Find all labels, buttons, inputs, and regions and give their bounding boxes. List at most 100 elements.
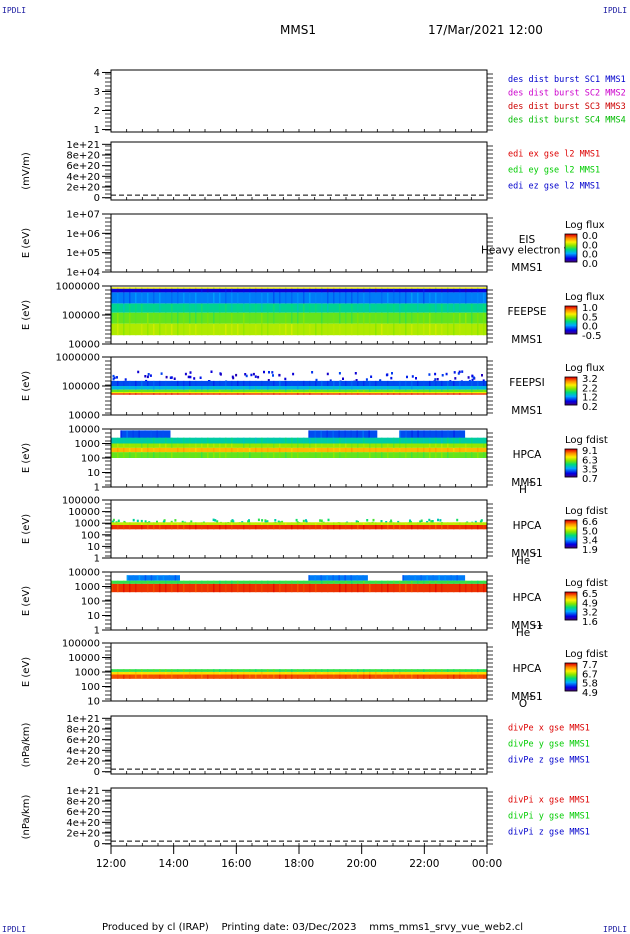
band-hpca_he-1-0-tex-90 — [381, 522, 383, 525]
band-hpca_o-2-0-tex-20 — [171, 674, 173, 679]
band-feepsi-3-0-tex-74 — [333, 389, 335, 392]
band-hpca_hepp-1-0-tex-56 — [279, 580, 281, 584]
band-feepse-1-0-tex-124 — [483, 288, 485, 293]
band-hpca_h-2-0-tex-66 — [309, 443, 311, 448]
band-feepsi-4-0-tex-30 — [201, 392, 203, 394]
band-hpca_hepp-1-0-tex-104 — [423, 580, 425, 584]
band-feepsi-1-0-tex-50 — [261, 380, 263, 386]
band-feepsi-4-0-tex-0 — [111, 392, 113, 394]
band-feepse-5-0-tex-36 — [219, 323, 221, 336]
ytick-label-hpca_h-2: 100 — [81, 454, 100, 465]
band-hpca_o-0-0-tex-80 — [351, 669, 353, 672]
band-hpca_hepp-2-0 — [111, 583, 487, 593]
band-feepse-0-0-tex-20 — [171, 287, 173, 289]
band-hpca_h-3-0 — [111, 447, 487, 453]
band-hpca_o-2-0-tex-66 — [309, 674, 311, 679]
band-hpca_hepp-2-0-tex-4 — [123, 583, 125, 593]
band-feepse-1-0-tex-76 — [339, 288, 341, 293]
band-hpca_he-2-0-tex-46 — [249, 525, 251, 530]
band-hpca_hepp-1-0-tex-124 — [483, 580, 485, 584]
band-feepse-2-0-tex-84 — [363, 292, 365, 304]
band-feepse-2-0-tex-108 — [435, 292, 437, 304]
band-feepse-2-0-tex-40 — [231, 292, 233, 304]
band-feepsi-5-0-tex-58 — [285, 393, 287, 395]
band-hpca_he-2-0-tex-78 — [345, 525, 347, 530]
colorbar-swatch-hpca_o-17 — [565, 680, 577, 682]
ytick-label-divpi-0: 1e+21 — [66, 786, 100, 797]
colorbar-title-feepse: Log flux — [565, 292, 605, 303]
band-feepsi-5-0-tex-20 — [171, 393, 173, 395]
band-feepsi-0-dot-76 — [244, 373, 247, 376]
band-feepsi-3-0-tex-16 — [159, 389, 161, 392]
colorbar-swatch-hpca_he-3 — [565, 523, 577, 525]
band-hpca_h-2-0-tex-52 — [267, 443, 269, 448]
band-feepse-4-0-tex-26 — [189, 312, 191, 324]
colorbar-swatch-hpca_hepp-12 — [565, 604, 577, 606]
band-feepse-5-0-tex-90 — [381, 323, 383, 336]
band-feepsi-1-0-tex-120 — [471, 380, 473, 386]
ytick-label-hpca_he-2: 1000 — [75, 519, 100, 530]
band-feepse-0-0-tex-76 — [339, 287, 341, 289]
band-feepse-1-0-tex-4 — [123, 288, 125, 293]
colorbar-swatch-feepse-8 — [565, 314, 577, 316]
band-feepsi-3-0-tex-50 — [261, 389, 263, 392]
colorbar-swatch-eis-22 — [565, 256, 577, 258]
band-hpca_h-1-0-tex-74 — [333, 437, 335, 444]
band-feepse-0-0-tex-14 — [153, 287, 155, 289]
band-hpca_o-2-0-tex-94 — [393, 674, 395, 679]
band-feepse-4-0-tex-0 — [111, 312, 113, 324]
band-hpca_he-0-dot-6 — [305, 520, 308, 524]
colorbar-swatch-hpca_hepp-7 — [565, 599, 577, 601]
band-hpca_h-2-0-tex-30 — [201, 443, 203, 448]
band-hpca_h-1-0-tex-112 — [447, 437, 449, 444]
band-feepsi-3-0-tex-20 — [171, 389, 173, 392]
band-feepsi-4-0-tex-114 — [453, 392, 455, 394]
colorbar-tick-eis-1: 0.0 — [582, 240, 598, 251]
band-feepsi-5-0-tex-78 — [345, 393, 347, 395]
ytick-label-hpca_h-1: 1000 — [75, 439, 100, 450]
band-hpca_h-3-0-tex-22 — [177, 447, 179, 453]
footer-text: Produced by cl (IRAP) Printing date: 03/… — [102, 922, 523, 933]
ylabel-hpca_he: E (eV) — [21, 514, 32, 544]
band-hpca_hepp-1-0-tex-48 — [255, 580, 257, 584]
band-feepsi-4-0-tex-84 — [363, 392, 365, 394]
band-hpca_o-1-0-tex-0 — [111, 672, 113, 675]
band-hpca_h-2-0-tex-68 — [315, 443, 317, 448]
band-hpca_o-2-0-tex-108 — [435, 674, 437, 679]
band-hpca_hepp-1-0-tex-68 — [315, 580, 317, 584]
instrument-name-hpca_he: HPCA — [513, 520, 543, 532]
colorbar-swatch-hpca_he-1 — [565, 521, 577, 523]
band-hpca_he-2-0-tex-34 — [213, 525, 215, 530]
band-feepsi-3-0-tex-38 — [225, 389, 227, 392]
band-feepse-5-0-tex-116 — [459, 323, 461, 336]
band-feepse-5-0-tex-70 — [321, 323, 323, 336]
band-feepse-2-0-tex-42 — [237, 292, 239, 304]
band-hpca_o-1-0-tex-96 — [399, 672, 401, 675]
band-hpca_o-1-0 — [111, 672, 487, 675]
band-feepse-2-0-tex-10 — [141, 292, 143, 304]
band-hpca_hepp-0-0 — [126, 575, 180, 581]
band-hpca_he-2-0-tex-94 — [393, 525, 395, 530]
band-hpca_he-1-0-tex-84 — [363, 522, 365, 525]
band-hpca_o-0-0-tex-62 — [297, 669, 299, 672]
band-feepsi-0-dot-23 — [210, 370, 213, 373]
band-feepse-1-0-tex-32 — [207, 288, 209, 293]
band-hpca_h-4-0-tex-68 — [315, 452, 317, 458]
band-feepse-1-0-tex-120 — [471, 288, 473, 293]
band-hpca_o-2-0-tex-56 — [279, 674, 281, 679]
band-hpca_hepp-1-0-tex-44 — [243, 580, 245, 584]
band-hpca_h-3-0-tex-92 — [387, 447, 389, 453]
band-hpca_he-2-0-tex-72 — [327, 525, 329, 530]
band-hpca_o-1-0-tex-84 — [363, 672, 365, 675]
band-feepse-5-0-tex-86 — [369, 323, 371, 336]
band-hpca_h-3-0-tex-82 — [357, 447, 359, 453]
band-feepsi-2-0-tex-112 — [447, 386, 449, 390]
colorbar-swatch-hpca_hepp-10 — [565, 602, 577, 604]
band-hpca_hepp-2-0-tex-114 — [453, 583, 455, 593]
band-hpca_o-2-0-tex-70 — [321, 674, 323, 679]
band-feepsi-1-0 — [111, 380, 487, 386]
band-feepse-0-0-tex-52 — [267, 287, 269, 289]
band-feepsi-4-0-tex-92 — [387, 392, 389, 394]
band-hpca_he-1-0-tex-58 — [285, 522, 287, 525]
band-hpca_o-1-0-tex-78 — [345, 672, 347, 675]
